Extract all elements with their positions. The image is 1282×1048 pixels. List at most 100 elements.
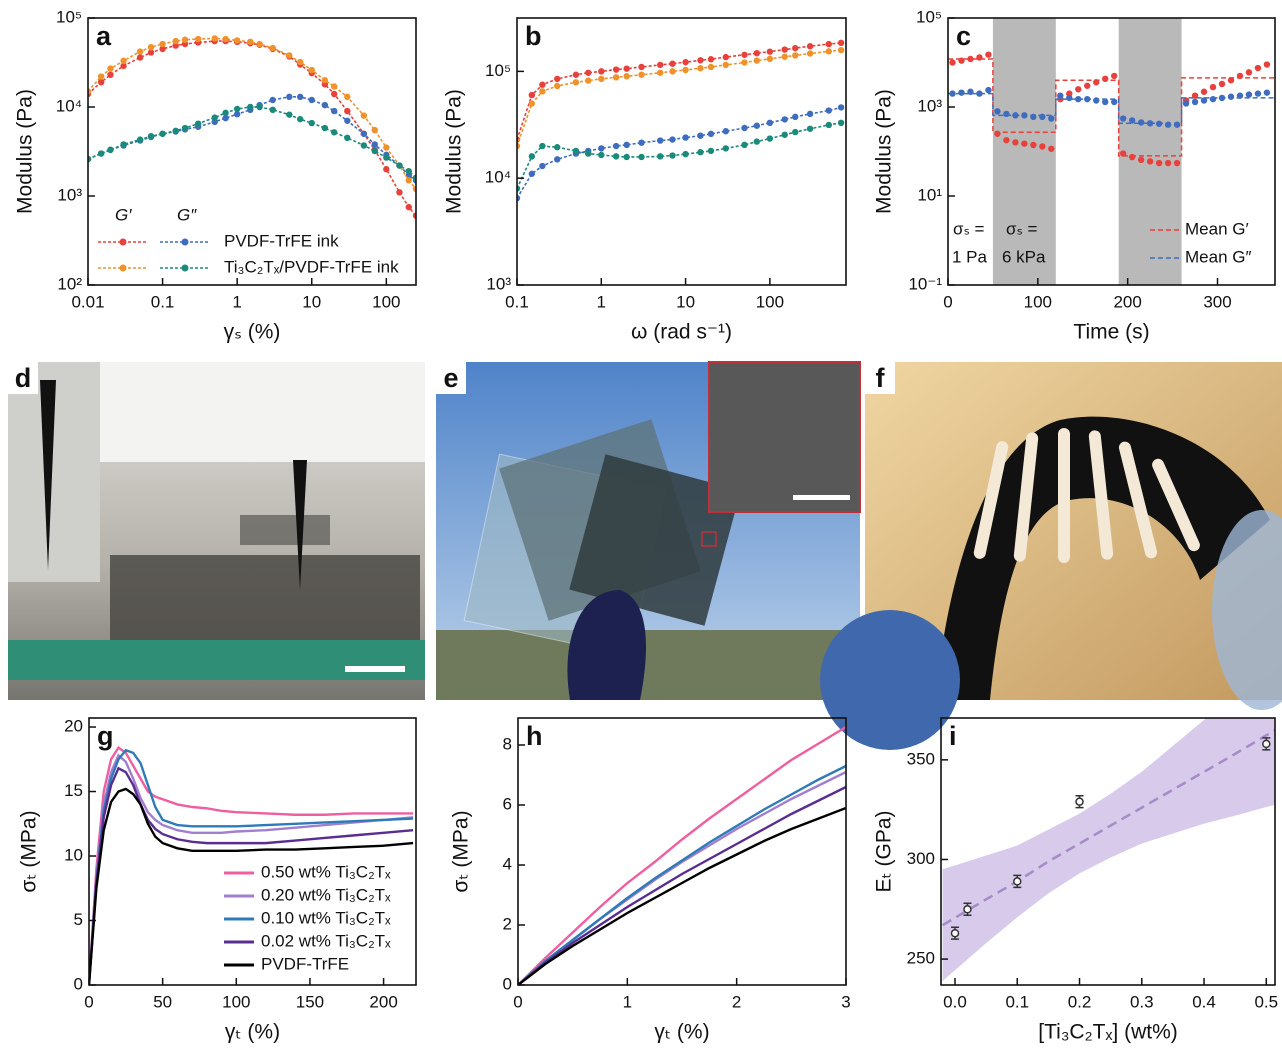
marker: [950, 928, 960, 938]
y-tick-label: 10⁴: [56, 96, 82, 115]
marker: [396, 189, 403, 196]
marker: [682, 150, 689, 158]
marker: [1164, 121, 1172, 128]
marker: [233, 111, 241, 118]
marker: [1173, 159, 1181, 167]
series-line: [518, 770, 846, 985]
marker: [753, 138, 761, 145]
x-tick-label: 150: [296, 992, 324, 1011]
marker: [159, 40, 166, 48]
marker: [1110, 98, 1118, 106]
marker: [1137, 119, 1145, 126]
series-line: [89, 745, 414, 985]
x-tick-label: 0.2: [1068, 992, 1092, 1011]
marker: [1245, 69, 1253, 76]
photo-e: [436, 361, 861, 700]
marker: [1128, 117, 1136, 124]
marker: [296, 58, 304, 66]
marker: [741, 141, 748, 149]
marker: [256, 40, 263, 48]
marker: [994, 130, 1001, 137]
x-tick-label: 3: [841, 992, 850, 1011]
photo-labels: d e f: [8, 362, 895, 394]
marker: [1155, 159, 1163, 167]
marker: [753, 49, 761, 57]
panel-label: c: [956, 21, 971, 51]
marker: [181, 36, 189, 43]
marker: [638, 139, 645, 146]
marker: [837, 104, 845, 111]
x-axis-label: [Ti₃C₂Tₓ] (wt%): [1038, 1021, 1177, 1044]
plot-frame: [517, 717, 847, 986]
marker: [682, 58, 689, 66]
marker: [825, 48, 832, 55]
marker: [269, 44, 276, 52]
marker: [247, 103, 254, 111]
marker: [697, 57, 704, 64]
marker: [707, 56, 715, 63]
plot-frame: [940, 717, 1276, 986]
photo-label: d: [15, 363, 32, 393]
legend-marker: [181, 238, 189, 246]
marker: [657, 61, 664, 69]
y-tick-label: 350: [907, 749, 935, 768]
marker: [539, 81, 546, 88]
marker: [330, 129, 338, 136]
marker: [383, 154, 390, 161]
x-tick-label: 200: [369, 992, 397, 1011]
marker: [1209, 95, 1217, 103]
legend-label: Mean G′: [1185, 219, 1249, 238]
marker: [1173, 121, 1181, 128]
marker: [781, 46, 788, 53]
marker: [1200, 97, 1208, 104]
marker: [554, 144, 561, 151]
x-tick-label: 0: [84, 992, 93, 1011]
marker: [194, 120, 202, 127]
legend-marker: [181, 264, 189, 272]
y-tick-label: 10⁵: [485, 61, 511, 80]
marker: [753, 122, 761, 129]
x-tick-label: 0.1: [505, 292, 529, 311]
marker: [405, 203, 412, 211]
y-tick-label: 10: [64, 845, 83, 864]
marker: [1128, 153, 1136, 161]
plot-area: [88, 35, 416, 219]
marker: [572, 79, 580, 86]
marker: [330, 107, 338, 115]
marker: [806, 125, 814, 132]
marker: [623, 65, 630, 72]
annotation: σₛ =: [953, 219, 985, 238]
legend-marker: [119, 238, 127, 246]
x-tick-label: 10: [302, 292, 321, 311]
marker: [120, 57, 127, 65]
marker: [1093, 97, 1100, 104]
series-line: [518, 785, 846, 985]
y-tick-label: 10³: [57, 185, 82, 204]
marker: [136, 54, 144, 61]
marker: [1262, 739, 1271, 749]
series-line: [518, 764, 846, 985]
y-axis-label: σₜ (MPa): [450, 810, 473, 892]
photo-label: f: [876, 363, 886, 393]
marker: [697, 149, 704, 156]
y-tick-label: 5: [74, 910, 83, 929]
marker: [308, 66, 315, 74]
marker: [837, 46, 845, 54]
legend-label: 0.02 wt% Ti₃C₂Tₓ: [261, 931, 391, 950]
marker: [194, 35, 202, 43]
marker: [623, 141, 630, 149]
marker: [1075, 86, 1082, 93]
marker: [806, 110, 814, 118]
marker: [766, 55, 774, 63]
marker: [528, 100, 536, 107]
x-tick-label: 200: [1113, 292, 1141, 311]
marker: [657, 69, 664, 76]
x-axis-label: γₜ (%): [654, 1021, 709, 1044]
marker: [371, 147, 378, 155]
marker: [585, 77, 592, 84]
y-tick-label: 10⁴: [485, 168, 511, 187]
marker: [136, 136, 144, 143]
series-line: [88, 37, 416, 190]
series-line: [89, 766, 414, 985]
marker: [159, 130, 166, 137]
